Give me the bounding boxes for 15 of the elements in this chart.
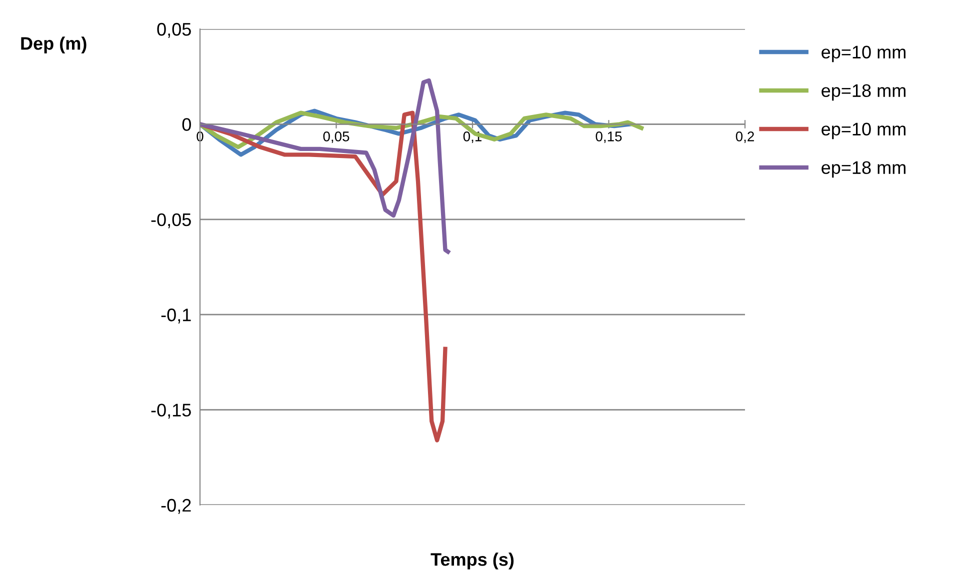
y-tick-label: -0,05 xyxy=(151,213,191,228)
legend-label: ep=10 mm xyxy=(822,46,906,62)
y-tick-label: -0,1 xyxy=(161,308,191,324)
legend-label: ep=18 mm xyxy=(822,84,906,101)
y-tick-label: 0 xyxy=(182,118,191,131)
y-tick-label: -0,2 xyxy=(161,498,191,514)
y-tick-label: 0,05 xyxy=(157,22,191,38)
legend-label: ep=18 mm xyxy=(822,161,906,178)
x-tick-label: 0,15 xyxy=(596,132,622,143)
y-tick-label: -0,15 xyxy=(151,404,191,419)
x-tick-label: 0,05 xyxy=(323,132,350,143)
x-axis-title: Temps (s) xyxy=(430,552,514,570)
legend-label: ep=10 mm xyxy=(822,122,906,140)
x-tick-label: 0,2 xyxy=(736,132,754,143)
y-axis-title: Dep (m) xyxy=(21,36,86,54)
